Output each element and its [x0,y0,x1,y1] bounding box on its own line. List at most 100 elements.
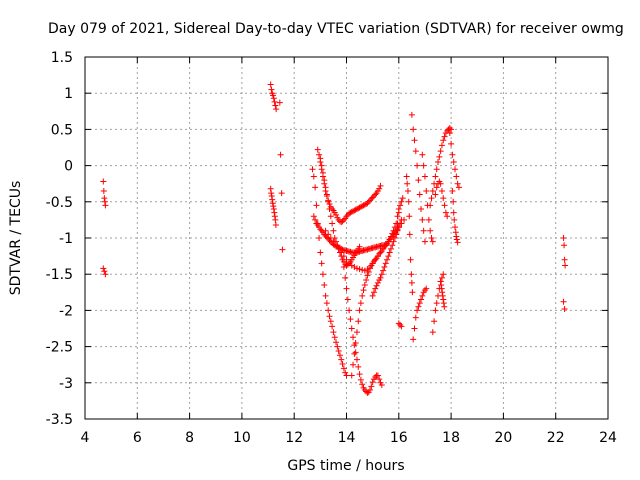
data-point [356,204,363,211]
data-point [438,285,445,292]
data-point [359,248,366,255]
x-tick-label: 22 [547,430,565,446]
data-point [561,256,568,263]
data-point [440,137,447,144]
data-point [270,95,277,102]
data-point [450,158,457,165]
data-point [316,151,323,158]
data-point [270,206,277,213]
data-point [363,388,370,395]
data-point [353,329,360,336]
data-point [378,271,385,278]
data-point [433,166,440,173]
data-point [342,274,349,281]
data-point [100,187,107,194]
data-point [331,334,338,341]
data-point [269,200,276,207]
y-axis: 1.5 1 0.5 0 -0.5 -1 -1.5 -2 -2.5 -3 -3.5 [46,50,608,428]
data-point [312,216,319,223]
data-point [338,249,345,256]
data-point [323,300,330,307]
data-point [432,173,439,180]
data-point [369,194,376,201]
data-point [273,106,280,113]
data-point [382,242,389,249]
y-tick-label: -2 [59,303,73,319]
data-point [421,238,428,245]
data-point [267,185,274,192]
data-point [389,242,396,249]
data-point [415,303,422,310]
data-point [351,350,358,357]
data-point [372,256,379,263]
data-point [326,313,333,320]
data-point [333,339,340,346]
data-point [268,193,275,200]
data-point [346,210,353,217]
data-point [384,256,391,263]
data-point [272,221,279,228]
data-point [323,234,330,241]
data-point [370,258,377,265]
data-point [272,102,279,109]
data-point [333,242,340,249]
data-point [452,224,459,231]
data-point [314,146,321,153]
data-point [359,203,366,210]
data-point [427,227,434,234]
data-point [382,260,389,267]
data-point [403,173,410,180]
data-point [420,227,427,234]
data-point [351,263,358,270]
data-point [355,205,362,212]
data-point [395,320,402,327]
data-point [385,253,392,260]
data-point [416,300,423,307]
data-point [380,267,387,274]
data-point [393,231,400,238]
x-tick-label: 8 [185,430,194,446]
data-point [367,245,374,252]
data-point [318,260,325,267]
data-point [408,111,415,118]
y-tick-label: -0.5 [46,195,73,211]
data-point [268,86,275,93]
x-tick-label: 18 [442,430,460,446]
data-point [322,184,329,191]
data-point [329,323,336,330]
data-point [397,321,404,328]
data-point [356,371,363,378]
data-point [423,187,430,194]
data-point [407,256,414,263]
data-point [269,196,276,203]
y-tick-label: 0.5 [51,122,73,138]
chart-title: Day 079 of 2021, Sidereal Day-to-day VTE… [48,21,624,37]
data-point [356,307,363,314]
data-point [410,126,417,133]
data-point [330,238,337,245]
data-point [444,213,451,220]
data-point [428,235,435,241]
data-point [560,235,567,241]
x-tick-label: 16 [390,430,408,446]
data-point [325,307,332,314]
data-point [352,339,359,346]
data-point [317,249,324,256]
data-point [414,307,421,314]
data-point [374,279,381,286]
data-point [411,325,418,332]
data-point [343,372,350,379]
data-point [439,289,446,296]
data-point [440,195,447,202]
data-point [368,195,375,202]
data-point [330,227,337,234]
data-point [359,292,366,299]
data-point [386,249,393,256]
data-point [406,231,413,238]
data-point [386,236,393,243]
data-point [405,198,412,205]
data-point [429,329,436,336]
data-point [347,209,354,216]
data-point [442,209,449,216]
